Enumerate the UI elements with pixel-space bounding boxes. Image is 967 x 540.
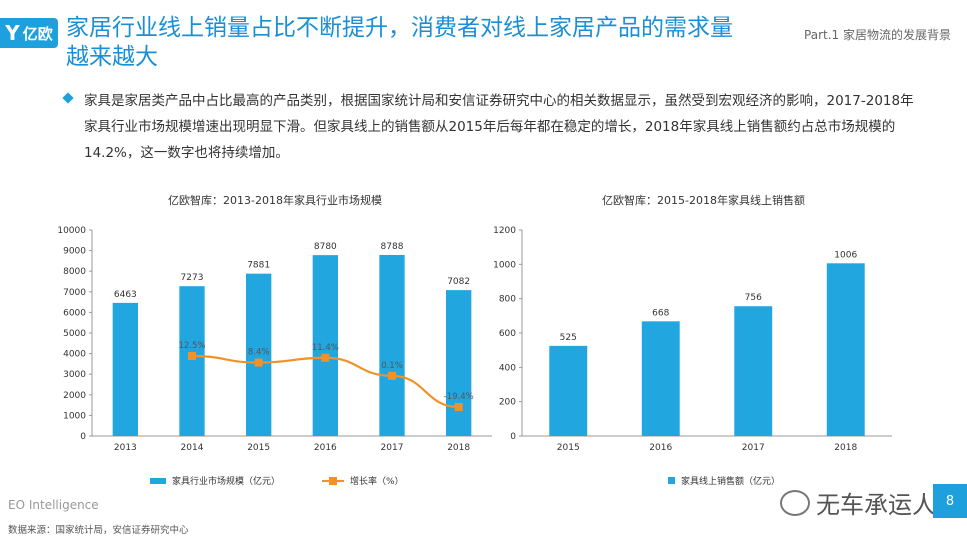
bar-value-label: 6463	[114, 290, 137, 300]
y-tick-label: 0	[80, 432, 86, 442]
bar-value-label: 668	[652, 308, 669, 318]
chart2-online-sales: 0 200 400 600 800 1000 1200 525 2015 668 2016 756 20…	[493, 226, 892, 453]
bar	[826, 263, 865, 436]
page-title: 家居行业线上销量占比不断提升，消费者对线上家居产品的需求量越来越大	[66, 15, 733, 70]
bar	[179, 286, 205, 436]
y-tick-label: 1000	[63, 411, 86, 421]
growth-rate-point	[254, 358, 263, 367]
x-tick-label: 2016	[649, 443, 672, 453]
growth-rate-label: 11.4%	[312, 343, 339, 353]
y-tick-label: 1200	[493, 226, 516, 236]
x-tick-label: 2017	[381, 443, 404, 453]
bar	[446, 290, 472, 436]
chart2-legend: 家具线上销售额（亿元）	[668, 474, 780, 487]
legend-bar-swatch	[150, 477, 166, 484]
bar-value-label: 7082	[447, 277, 470, 287]
footer-brand: EO Intelligence	[8, 498, 99, 512]
growth-rate-label: 0.1%	[381, 361, 403, 371]
x-tick-label: 2018	[447, 443, 470, 453]
legend-bar-swatch	[668, 477, 675, 484]
y-tick-label: 600	[499, 329, 516, 339]
y-tick-label: 9000	[63, 247, 86, 257]
wechat-icon	[780, 489, 810, 516]
bar-value-label: 525	[560, 333, 577, 343]
legend-line-swatch	[322, 476, 345, 485]
bar	[734, 306, 773, 436]
bar-value-label: 8788	[381, 242, 404, 252]
bar-value-label: 7273	[181, 273, 204, 283]
logo-y-icon: Y	[5, 21, 20, 45]
y-tick-label: 8000	[63, 267, 86, 277]
x-tick-label: 2016	[314, 443, 337, 453]
bar-value-label: 1006	[834, 250, 857, 260]
bar	[312, 255, 338, 436]
y-tick-label: 10000	[57, 226, 86, 236]
page-number: 8	[933, 484, 967, 518]
summary-block: 家具是家居类产品中占比最高的产品类别，根据国家统计局和安信证券研究中心的相关数据…	[62, 88, 924, 166]
diamond-bullet-icon	[62, 92, 74, 104]
bar	[112, 302, 138, 436]
bar	[641, 321, 680, 436]
bar	[549, 345, 588, 436]
x-tick-label: 2015	[247, 443, 270, 453]
logo-text: 亿欧	[22, 24, 53, 43]
bar	[379, 254, 405, 436]
y-tick-label: 200	[499, 398, 516, 408]
chart1-title: 亿欧智库：2013-2018年家具行业市场规模	[168, 194, 382, 207]
watermark: 无车承运人	[780, 485, 936, 520]
x-tick-label: 2013	[114, 443, 137, 453]
y-tick-label: 4000	[63, 350, 86, 360]
watermark-text: 无车承运人	[816, 491, 936, 519]
y-tick-label: 800	[499, 295, 516, 305]
x-tick-label: 2017	[742, 443, 765, 453]
y-tick-label: 2000	[63, 391, 86, 401]
bar-value-label: 8780	[314, 242, 337, 252]
y-tick-label: 5000	[63, 329, 86, 339]
section-label: Part.1 家居物流的发展背景	[804, 28, 951, 42]
chart1-market-size: 0 1000 2000 3000 4000 5000 6000 7000 8000 9000 100…	[57, 226, 492, 453]
bar-value-label: 756	[745, 293, 762, 303]
growth-rate-point	[321, 353, 330, 362]
y-tick-label: 1000	[493, 260, 516, 270]
x-tick-label: 2015	[557, 443, 580, 453]
y-tick-label: 0	[510, 432, 516, 442]
legend-bar-label: 家具行业市场规模（亿元）	[172, 477, 281, 487]
summary-paragraph: 家具是家居类产品中占比最高的产品类别，根据国家统计局和安信证券研究中心的相关数据…	[84, 93, 914, 161]
bar	[246, 273, 272, 436]
bar-value-label: 7881	[247, 261, 270, 271]
y-tick-label: 6000	[63, 308, 86, 318]
y-tick-label: 400	[499, 363, 516, 373]
x-tick-label: 2014	[181, 443, 204, 453]
growth-rate-label: 12.5%	[178, 341, 205, 351]
y-tick-label: 3000	[63, 370, 86, 380]
footer-source: 数据来源：国家统计局，安信证券研究中心	[8, 525, 189, 536]
brand-logo: Y 亿欧	[0, 18, 58, 48]
y-tick-label: 7000	[63, 288, 86, 298]
growth-rate-point	[454, 403, 463, 412]
legend-line-label: 增长率（%）	[350, 477, 404, 487]
growth-rate-label: -19.4%	[444, 392, 474, 402]
legend-bar-label: 家具线上销售额（亿元）	[681, 477, 781, 487]
growth-rate-point	[188, 352, 196, 360]
chart1-legend: 家具行业市场规模（亿元） 增长率（%）	[150, 474, 404, 487]
growth-rate-label: 8.4%	[248, 348, 270, 358]
growth-rate-point	[388, 371, 396, 380]
x-tick-label: 2018	[834, 443, 857, 453]
chart2-title: 亿欧智库：2015-2018年家具线上销售额	[602, 194, 805, 207]
